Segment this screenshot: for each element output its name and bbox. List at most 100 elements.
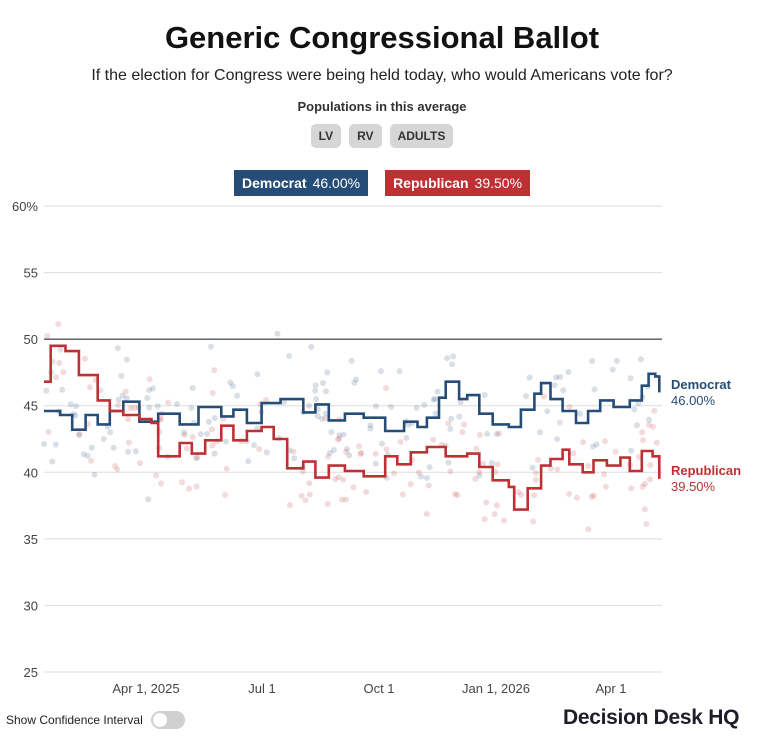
poll-dot bbox=[372, 450, 379, 457]
democrat-end-value: 46.00% bbox=[671, 393, 716, 408]
x-tick-label: Jan 1, 2026 bbox=[462, 681, 530, 696]
poll-dot bbox=[80, 451, 87, 458]
poll-dot bbox=[358, 449, 365, 456]
poll-dot bbox=[641, 506, 648, 513]
poll-dot bbox=[328, 429, 335, 436]
poll-dot bbox=[334, 436, 341, 443]
poll-dot bbox=[76, 432, 83, 439]
poll-dot bbox=[324, 369, 331, 376]
poll-dot bbox=[353, 376, 360, 383]
poll-dot bbox=[565, 369, 572, 376]
poll-dot bbox=[413, 404, 420, 411]
legend-republican[interactable]: Republican 39.50% bbox=[385, 170, 531, 196]
poll-dot bbox=[585, 526, 592, 533]
poll-dot bbox=[84, 452, 91, 459]
poll-dot bbox=[537, 429, 544, 436]
poll-dot bbox=[454, 492, 461, 499]
poll-dot bbox=[421, 401, 428, 408]
population-pill-adults[interactable]: ADULTS bbox=[389, 124, 454, 148]
poll-dot bbox=[204, 430, 211, 437]
poll-dot bbox=[274, 330, 281, 337]
poll-dot bbox=[397, 438, 404, 445]
poll-dot bbox=[653, 439, 660, 446]
poll-dot bbox=[234, 392, 241, 399]
poll-dot bbox=[480, 460, 487, 467]
poll-dot bbox=[330, 447, 337, 454]
y-tick-label: 35 bbox=[24, 532, 38, 547]
poll-dot bbox=[356, 443, 363, 450]
poll-dot bbox=[637, 356, 644, 363]
poll-dot bbox=[312, 387, 319, 394]
poll-dot bbox=[403, 434, 410, 441]
x-tick-label: Oct 1 bbox=[363, 681, 394, 696]
poll-dot bbox=[222, 438, 229, 445]
poll-dot bbox=[154, 403, 161, 410]
confidence-interval-toggle[interactable] bbox=[150, 711, 185, 729]
poll-dot bbox=[291, 455, 298, 462]
population-pill-rv[interactable]: RV bbox=[349, 124, 382, 148]
poll-dot bbox=[194, 454, 201, 461]
poll-dot bbox=[153, 472, 160, 479]
poll-dot bbox=[434, 388, 441, 395]
poll-dot bbox=[209, 442, 216, 449]
poll-dot bbox=[588, 493, 595, 500]
x-tick-label: Apr 1, 2025 bbox=[112, 681, 179, 696]
poll-dot bbox=[227, 379, 234, 386]
poll-dot bbox=[526, 374, 533, 381]
republican-average-line bbox=[44, 344, 661, 511]
poll-dot bbox=[457, 399, 464, 406]
poll-dot bbox=[566, 403, 573, 410]
poll-dot bbox=[313, 396, 320, 403]
confidence-interval-control: Show Confidence Interval bbox=[6, 711, 185, 729]
poll-dot bbox=[589, 443, 596, 450]
poll-dot bbox=[418, 473, 425, 480]
confidence-interval-label: Show Confidence Interval bbox=[6, 713, 143, 727]
poll-dot bbox=[425, 482, 432, 489]
poll-dot bbox=[523, 393, 530, 400]
poll-dot bbox=[367, 422, 374, 429]
poll-dot bbox=[518, 491, 525, 498]
population-pill-lv[interactable]: LV bbox=[310, 124, 342, 148]
poll-dot bbox=[72, 412, 79, 419]
poll-dot bbox=[532, 476, 539, 483]
poll-dot bbox=[344, 445, 351, 452]
poll-dot bbox=[557, 373, 564, 380]
poll-dot bbox=[299, 468, 306, 475]
poll-dot bbox=[263, 396, 270, 403]
poll-dot bbox=[609, 366, 616, 373]
poll-dot bbox=[566, 490, 573, 497]
poll-dot bbox=[336, 432, 343, 439]
poll-dot bbox=[473, 445, 480, 452]
poll-dot bbox=[415, 469, 422, 476]
poll-dot bbox=[43, 387, 50, 394]
poll-dot bbox=[319, 380, 326, 387]
poll-dot bbox=[55, 321, 62, 328]
poll-dot bbox=[181, 429, 188, 436]
poll-dot bbox=[312, 382, 319, 389]
poll-dot bbox=[53, 374, 60, 381]
poll-dot bbox=[379, 440, 386, 447]
poll-dot bbox=[188, 405, 195, 412]
poll-dot bbox=[585, 463, 592, 470]
poll-dot bbox=[211, 415, 218, 422]
poll-dot bbox=[493, 502, 500, 509]
poll-dot bbox=[515, 489, 522, 496]
poll-dot bbox=[493, 430, 500, 437]
y-tick-label: 55 bbox=[24, 266, 38, 281]
legend-democrat[interactable]: Democrat 46.00% bbox=[233, 170, 369, 196]
poll-dot bbox=[399, 491, 406, 498]
legend-democrat-name: Democrat bbox=[241, 175, 307, 191]
poll-dot bbox=[59, 386, 66, 393]
poll-dot bbox=[189, 433, 196, 440]
poll-dot bbox=[447, 426, 454, 433]
poll-dot bbox=[222, 491, 229, 498]
poll-dot bbox=[146, 387, 153, 394]
poll-dot bbox=[132, 448, 139, 455]
poll-dot bbox=[445, 459, 452, 466]
poll-dot bbox=[496, 430, 503, 437]
poll-dot bbox=[554, 436, 561, 443]
y-tick-label: 30 bbox=[24, 598, 38, 613]
poll-dot bbox=[639, 429, 646, 436]
y-tick-label: 60% bbox=[12, 199, 38, 214]
